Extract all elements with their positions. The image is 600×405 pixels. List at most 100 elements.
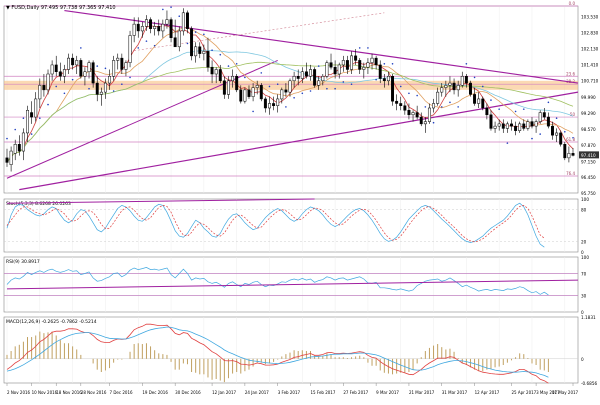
candle-body-63 xyxy=(263,98,267,109)
x-tick-label-18: 17 May 2017 xyxy=(552,390,579,395)
price-tick-label-2: 102.130 xyxy=(581,46,599,51)
sar-dot-112 xyxy=(465,63,468,65)
sar-dot-74 xyxy=(309,90,312,92)
candle-body-111 xyxy=(460,76,464,86)
sar-dot-66 xyxy=(276,83,279,85)
candle-body-113 xyxy=(468,82,472,95)
macd-signal-line xyxy=(6,326,549,378)
candle-body-82 xyxy=(341,60,345,66)
candle-body-101 xyxy=(419,116,423,125)
sar-dot-62 xyxy=(260,72,263,74)
sar-dot-52 xyxy=(219,53,222,56)
sar-dot-72 xyxy=(301,92,304,95)
sar-dot-120 xyxy=(498,108,500,110)
rsi-tick-label-0: 100 xyxy=(581,255,589,260)
sar-dot-86 xyxy=(358,47,361,49)
candle-body-131 xyxy=(542,112,546,118)
candle-body-40 xyxy=(169,19,173,38)
candle-body-91 xyxy=(378,64,382,79)
stochastic-panel: Stoch(5,3,3) 8.6268 26.0263 100 80 20 0 xyxy=(3,197,589,255)
sar-dot-92 xyxy=(383,63,386,65)
stoch-tick-label-1: 80 xyxy=(581,208,587,213)
sar-dot-88 xyxy=(367,47,369,49)
candle-body-56 xyxy=(235,76,239,91)
candle-body-58 xyxy=(243,89,247,102)
macd-tick-label-0: 1.1831 xyxy=(581,315,596,320)
candle-body-8 xyxy=(38,85,42,100)
sar-dot-80 xyxy=(334,87,336,90)
candle-body-129 xyxy=(534,121,538,127)
x-tick-label-17: 3 May 2017 xyxy=(536,390,560,395)
sar-dot-34 xyxy=(145,40,148,42)
candle-body-20 xyxy=(87,62,91,72)
candle-body-81 xyxy=(337,64,341,75)
fib-level-label-5: 76.4 xyxy=(566,171,575,176)
dotted-channel-line xyxy=(129,12,385,52)
sar-dot-130 xyxy=(539,133,541,135)
x-tick-label-2: 18 Nov 2016 xyxy=(56,390,82,395)
x-tick-label-12: 9 Mar 2017 xyxy=(376,390,399,395)
sar-dot-78 xyxy=(326,87,328,90)
main-price-panel: 0.023.638.25061.876.4103.530102.830102.1… xyxy=(3,1,599,196)
sar-dot-76 xyxy=(317,65,320,67)
stoch-main-line xyxy=(6,202,545,248)
candle-body-68 xyxy=(284,89,288,93)
sar-dot-24 xyxy=(104,67,107,70)
sar-dot-70 xyxy=(293,97,295,99)
sar-dot-0 xyxy=(6,137,8,140)
candle-body-30 xyxy=(128,35,132,63)
candle-body-89 xyxy=(370,57,374,63)
candle-body-70 xyxy=(292,76,296,82)
candle-body-116 xyxy=(481,98,485,109)
rsi-trendline xyxy=(6,279,579,290)
candle-body-123 xyxy=(510,123,513,127)
candle-body-19 xyxy=(83,71,87,77)
sar-dot-48 xyxy=(203,33,205,36)
candle-body-103 xyxy=(427,107,431,122)
sar-dot-2 xyxy=(14,128,17,131)
candle-body-64 xyxy=(268,103,271,109)
sar-dot-134 xyxy=(555,117,558,119)
candle-body-135 xyxy=(559,132,563,145)
candle-body-112 xyxy=(464,76,468,84)
candle-body-4 xyxy=(21,132,25,152)
sar-dot-64 xyxy=(268,85,271,88)
sar-dot-122 xyxy=(506,142,509,144)
rsi-tick-label-3: 0 xyxy=(581,310,584,315)
candle-body-130 xyxy=(538,112,542,122)
candle-body-49 xyxy=(206,51,210,68)
macd-title: MACD(12,26,9) -0.2625 -0.7862 -0.5214 xyxy=(6,319,97,325)
candle-body-12 xyxy=(54,64,58,72)
candle-body-27 xyxy=(116,57,120,61)
candle-body-124 xyxy=(514,125,518,131)
sar-dot-100 xyxy=(416,94,418,97)
candle-body-6 xyxy=(30,112,34,118)
candle-body-108 xyxy=(448,82,452,86)
sar-dot-4 xyxy=(22,117,25,119)
sar-dot-36 xyxy=(153,44,156,47)
x-tick-label-16: 25 Apr 2017 xyxy=(511,390,536,395)
x-tick-label-6: 30 Dec 2016 xyxy=(175,390,201,395)
candle-body-26 xyxy=(112,60,116,77)
sar-dot-128 xyxy=(531,137,533,140)
candle-body-118 xyxy=(489,114,493,129)
sar-dot-50 xyxy=(211,49,213,51)
sar-dot-102 xyxy=(424,106,427,108)
sar-dot-58 xyxy=(244,76,246,79)
candle-body-71 xyxy=(296,76,300,79)
candle-body-132 xyxy=(546,116,550,127)
candle-body-115 xyxy=(477,98,481,104)
candle-body-65 xyxy=(272,103,276,106)
candle-body-100 xyxy=(415,112,419,118)
candle-body-78 xyxy=(325,62,329,77)
stoch-signal-line xyxy=(6,205,545,243)
candle-body-120 xyxy=(497,123,501,127)
candle-body-126 xyxy=(522,123,526,129)
fib-level-label-0: 0.0 xyxy=(569,1,576,6)
sar-dot-118 xyxy=(490,99,492,101)
rsi-tick-label-1: 70 xyxy=(581,272,587,277)
candle-body-28 xyxy=(120,57,124,70)
